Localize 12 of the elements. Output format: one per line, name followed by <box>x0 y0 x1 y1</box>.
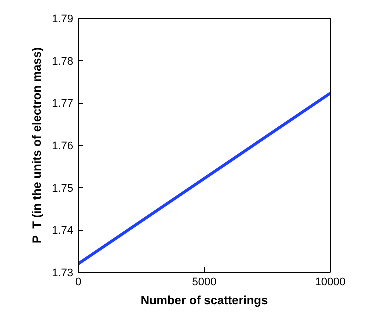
y-tick-label: 1.74 <box>52 225 74 238</box>
y-axis-title: P_T (in the units of electron mass) <box>30 47 44 244</box>
y-tick-label: 1.77 <box>52 98 74 110</box>
y-tick-label: 1.76 <box>52 140 74 152</box>
x-tick-label: 0 <box>75 276 82 288</box>
y-tick-label: 1.79 <box>52 14 74 26</box>
x-tick-label: 10000 <box>315 276 346 288</box>
y-tick-label: 1.78 <box>52 56 74 68</box>
x-tick-label: 5000 <box>192 276 217 288</box>
y-tick-label: 1.75 <box>52 182 74 195</box>
y-tick-label: 1.73 <box>52 268 74 280</box>
x-axis-title: Number of scatterings <box>140 294 269 308</box>
